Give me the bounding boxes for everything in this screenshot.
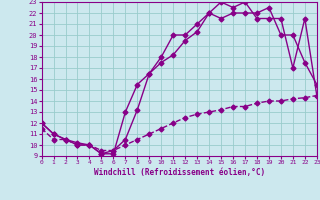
X-axis label: Windchill (Refroidissement éolien,°C): Windchill (Refroidissement éolien,°C) [94, 168, 265, 177]
